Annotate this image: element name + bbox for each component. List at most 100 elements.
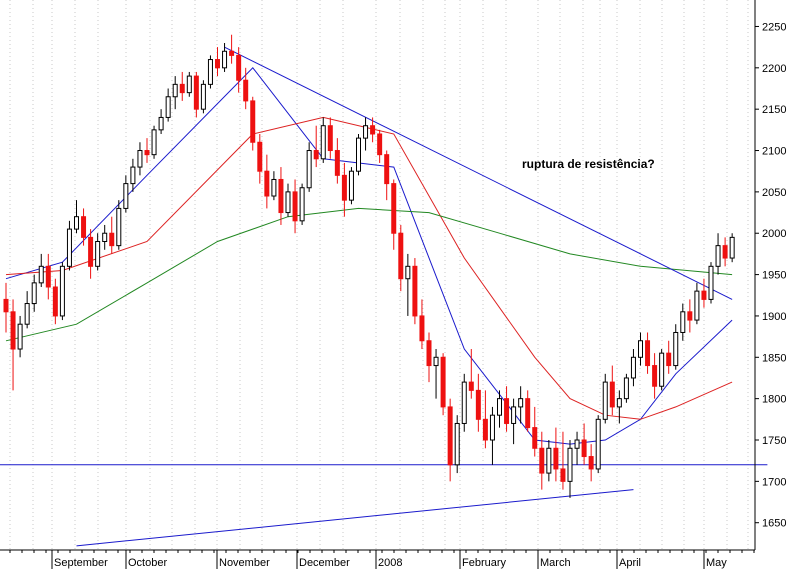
candle [172, 76, 178, 110]
candle [341, 162, 347, 217]
candle-body [348, 170, 354, 201]
candle-body [137, 150, 143, 168]
y-tick-label: 2200 [762, 63, 786, 75]
candle-body [518, 398, 524, 408]
candle [95, 233, 101, 271]
candle-body [405, 265, 411, 280]
candle [24, 291, 30, 329]
candle-body [447, 406, 453, 466]
candle [532, 406, 538, 457]
candle-body [433, 356, 439, 367]
candle [306, 142, 312, 192]
candle [257, 133, 263, 184]
y-tick-label: 2100 [762, 146, 786, 158]
candle [433, 349, 439, 399]
candle-body [539, 447, 545, 474]
candle [377, 129, 383, 163]
candle [250, 96, 256, 151]
candle [327, 117, 333, 159]
candle-body [285, 191, 291, 214]
candle [123, 175, 129, 213]
candle [497, 390, 502, 428]
candle [475, 373, 481, 432]
candle [264, 154, 270, 209]
candle-body [81, 216, 87, 238]
candle [412, 258, 418, 325]
candle-body [595, 418, 601, 470]
candle-body [236, 54, 242, 81]
candle [574, 431, 580, 465]
candle-body [116, 207, 122, 247]
candle [595, 415, 601, 474]
candle-body [729, 236, 735, 259]
candle-body [384, 154, 390, 185]
candle [52, 278, 58, 325]
candle [539, 431, 545, 490]
candle [130, 158, 136, 192]
candle-body [130, 166, 136, 185]
candle [292, 179, 298, 234]
candle-body [264, 170, 270, 197]
candle-body [602, 381, 608, 420]
candle-body [715, 245, 721, 267]
candle [363, 117, 369, 151]
candle [694, 282, 700, 325]
candle-body [31, 282, 37, 305]
candle-body [299, 187, 305, 222]
candle-body [341, 174, 347, 201]
candle [370, 117, 376, 143]
ma-mid-line [5, 116, 733, 420]
candle-body [680, 311, 686, 333]
candle-body [645, 340, 651, 367]
x-tick-label: October [128, 557, 167, 569]
candle-body [186, 75, 192, 94]
candle-body [74, 216, 79, 230]
candle [31, 274, 37, 312]
candle-body [454, 422, 460, 466]
candle-body [398, 232, 404, 280]
candle-body [412, 265, 418, 317]
candle-body [271, 178, 277, 197]
x-tick-label: March [540, 557, 571, 569]
candle-body [215, 59, 220, 69]
y-axis: 1650 1700 1750 1800 1850 1900 1950 2000 2050 2100… [755, 21, 786, 530]
candle-body [475, 389, 481, 420]
candle [581, 423, 587, 465]
candle [10, 299, 16, 391]
candle [708, 262, 714, 304]
candle-body [38, 265, 44, 284]
moving-averages [5, 67, 733, 445]
candle [701, 278, 707, 308]
candle-body [24, 303, 30, 325]
candle [193, 71, 199, 118]
candle-body [327, 125, 333, 152]
candle [715, 233, 721, 275]
candle-body [504, 398, 510, 424]
candle [384, 150, 390, 201]
candle-body [708, 265, 714, 300]
candle-body [229, 50, 235, 56]
candle [207, 55, 213, 89]
candle [602, 373, 608, 424]
candle [609, 365, 615, 416]
candle-body [88, 236, 94, 267]
candle [391, 179, 397, 250]
candle [137, 142, 143, 176]
resistance-trendline [224, 46, 733, 300]
candle-body [694, 290, 700, 321]
candle-body [10, 311, 16, 350]
candle-body [623, 377, 629, 400]
candle [687, 299, 693, 333]
trendlines [0, 46, 768, 547]
candle [588, 444, 594, 482]
candle [659, 349, 665, 391]
candle [74, 200, 79, 234]
candle [222, 43, 228, 72]
candle [59, 262, 65, 321]
candle-body [102, 232, 108, 243]
candle [419, 299, 425, 350]
candle [461, 373, 467, 432]
candle [320, 117, 326, 163]
candle [567, 440, 573, 498]
y-tick-label: 2000 [762, 228, 786, 240]
